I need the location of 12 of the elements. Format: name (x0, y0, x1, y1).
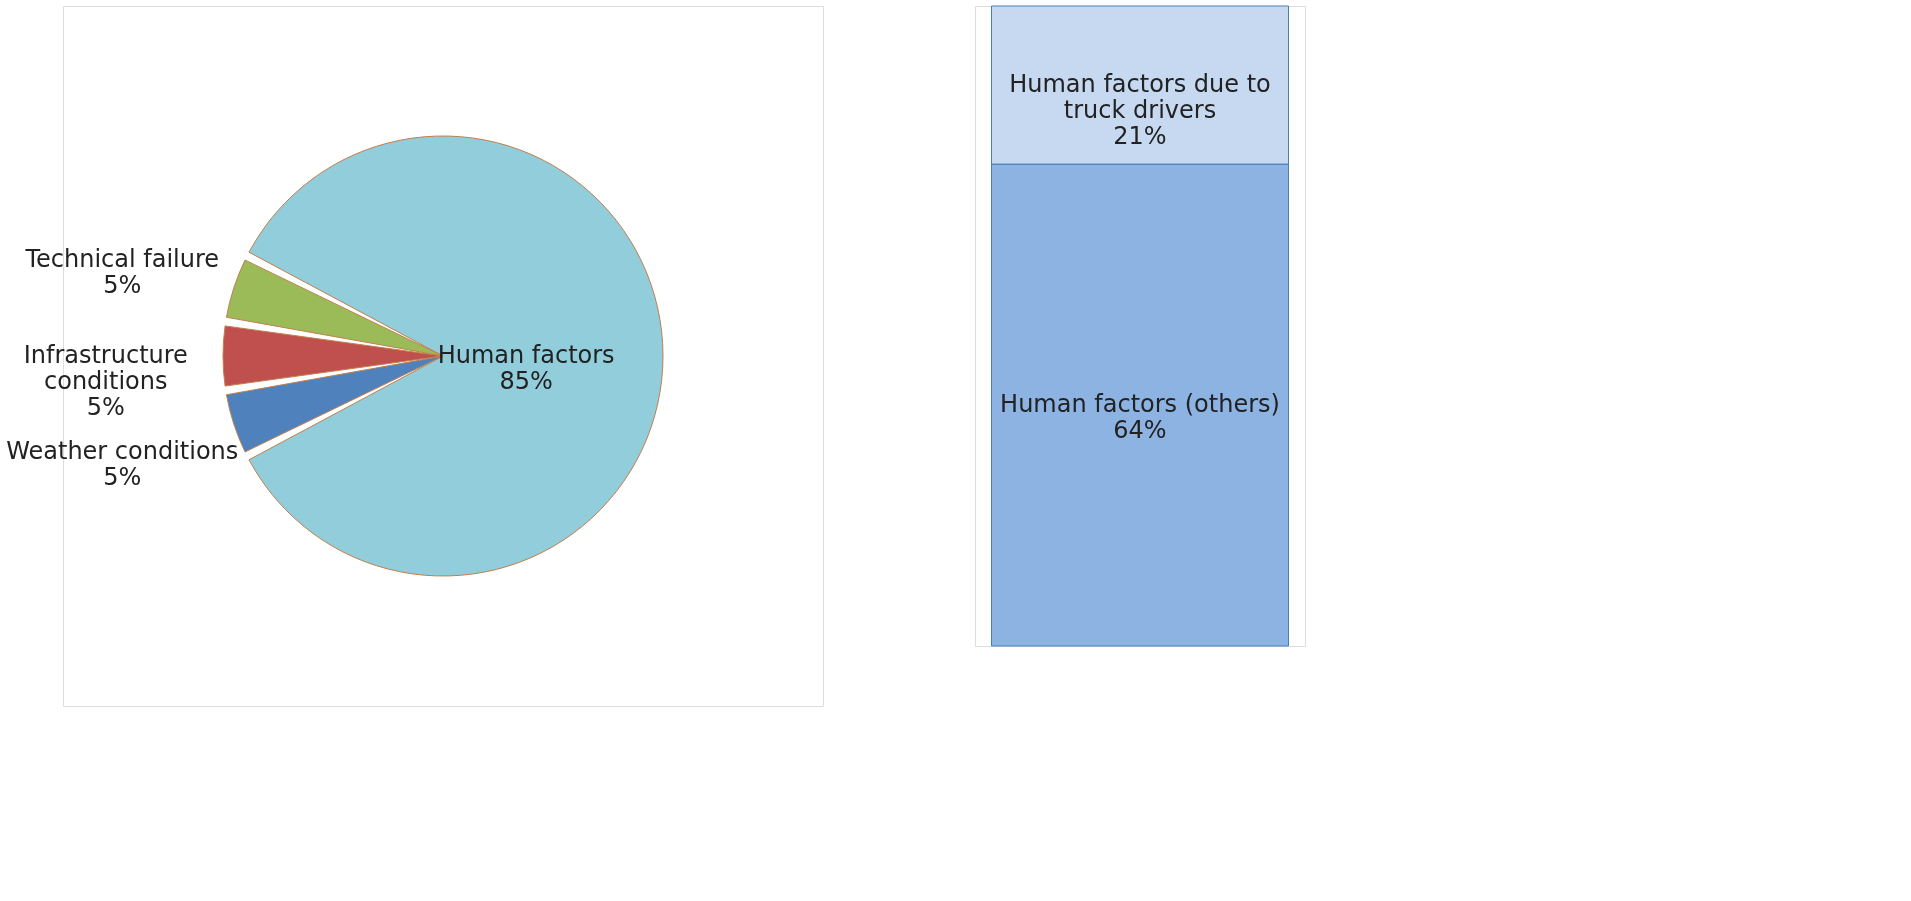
data-label: 85% (499, 367, 553, 395)
series-label: Human factors due to truck drivers (1009, 70, 1271, 125)
data-label: 21% (1113, 122, 1167, 151)
slice-label: Human factors (437, 341, 615, 369)
data-label: 5% (103, 271, 142, 300)
slice-label: Infrastructure conditions (23, 341, 188, 395)
data-label: 5% (103, 462, 142, 491)
data-label: 64% (1113, 416, 1167, 445)
slice-label: Technical failure (24, 245, 220, 274)
data-label: 5% (86, 393, 125, 421)
slice-label: Weather conditions (6, 436, 239, 465)
series-label: Human factors (others) (1000, 390, 1280, 419)
